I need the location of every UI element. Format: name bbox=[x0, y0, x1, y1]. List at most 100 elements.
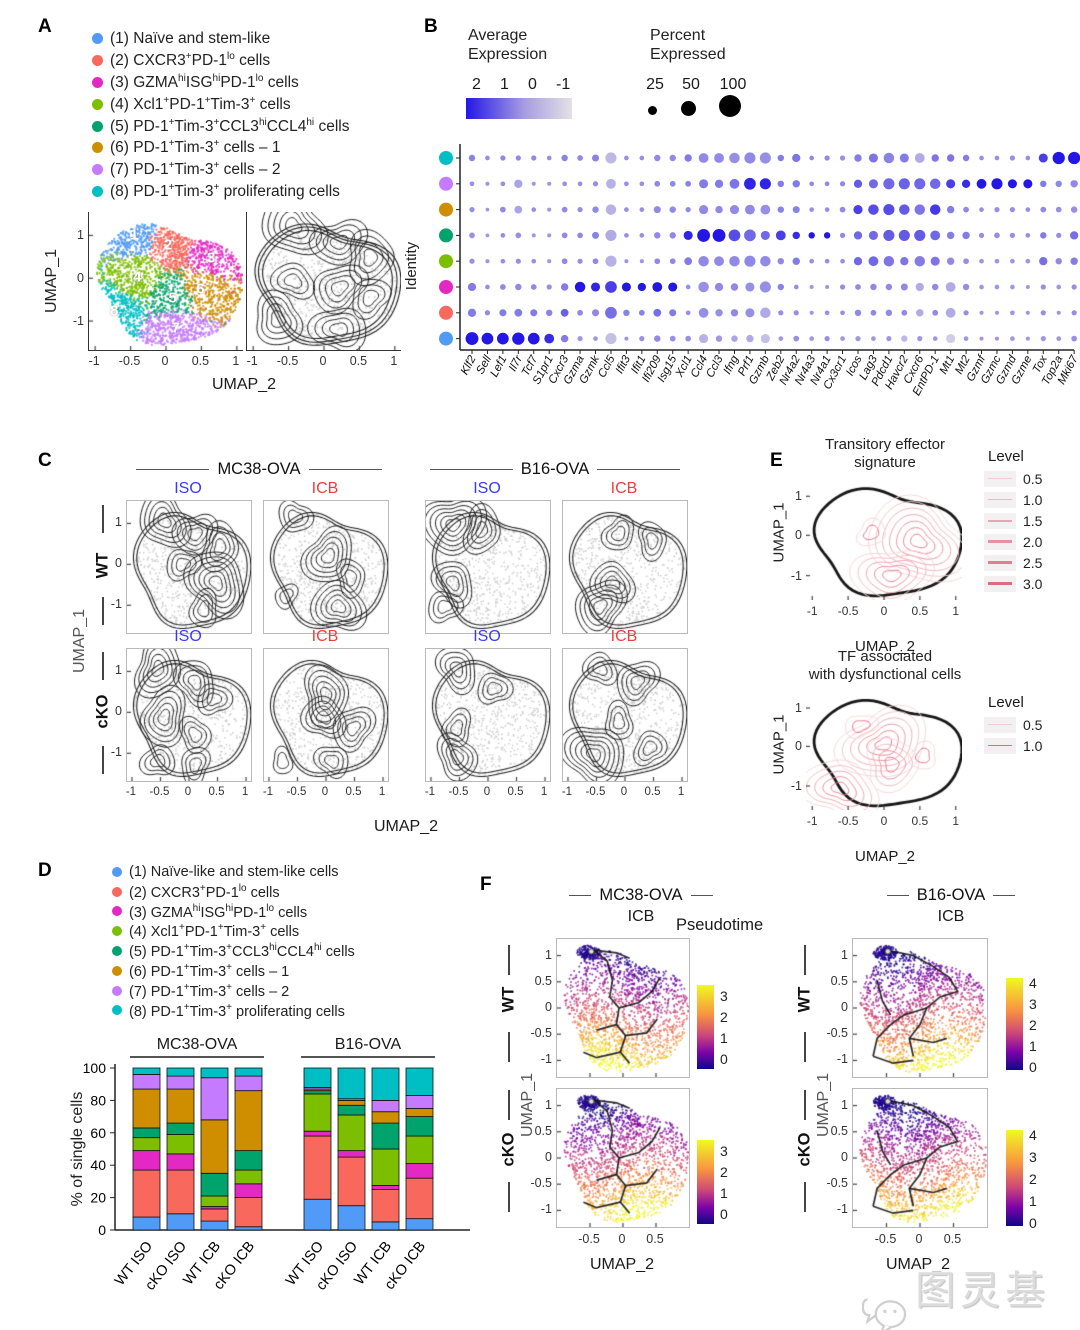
y-tick-label: -0.5 bbox=[530, 1176, 552, 1191]
y-tick-label: 0.5 bbox=[534, 1123, 552, 1138]
colorbar-tick: 1 bbox=[1029, 1193, 1037, 1210]
c-x-axis-label: UMAP_2 bbox=[373, 818, 439, 835]
cluster-number: 4 bbox=[133, 268, 142, 286]
legend-item: (8) PD-1+Tim-3+ proliferating cells bbox=[112, 1001, 355, 1021]
panel-a-label: A bbox=[38, 16, 52, 37]
x-tick-label: 1 bbox=[378, 786, 386, 798]
x-tick-label: -0.5 bbox=[585, 786, 606, 798]
identity-dot bbox=[439, 176, 453, 191]
colorbar-tick: 4 bbox=[1029, 974, 1037, 991]
e2-y-label: UMAP_1 bbox=[770, 714, 788, 775]
panel-b-label: B bbox=[424, 16, 438, 37]
legend-item: (8) PD-1+Tim-3+ proliferating cells bbox=[92, 181, 350, 203]
condition-title: ICB bbox=[610, 480, 638, 497]
legend-item: (2) CXCR3+PD-1lo cells bbox=[112, 882, 355, 902]
x-tick-label: -1 bbox=[806, 604, 818, 618]
expression-colorbar bbox=[466, 98, 572, 119]
legend-item-label: (6) PD-1+Tim-3+ cells – 1 bbox=[110, 138, 281, 157]
y-tick-label: -1 bbox=[540, 1052, 552, 1067]
legend-color-dot bbox=[92, 142, 103, 154]
condition-title: ICB bbox=[610, 628, 638, 645]
y-tick-label: 0 bbox=[841, 1150, 848, 1164]
identity-dot bbox=[439, 228, 453, 243]
legend-color-dot bbox=[112, 926, 122, 937]
pseudotime-label: Pseudotime bbox=[676, 916, 764, 934]
colorbar-tick: 0 bbox=[720, 1051, 728, 1068]
panel-d-label: D bbox=[38, 860, 52, 881]
x-tick-label: -1 bbox=[125, 786, 137, 798]
legend-item-label: (7) PD-1+Tim-3+ cells – 2 bbox=[129, 981, 290, 1000]
row-label-line bbox=[804, 1090, 806, 1120]
percent-dot-label: 50 bbox=[682, 76, 700, 93]
colorbar-tick: 1 bbox=[720, 1030, 728, 1047]
level-legend-entry: 0.5 bbox=[984, 468, 1042, 489]
colorbar-tick: 2 bbox=[1029, 1017, 1037, 1033]
f-group-b16: B16-OVA bbox=[866, 886, 1036, 905]
a-x-axis-label: UMAP_2 bbox=[211, 376, 277, 393]
contour-plot bbox=[263, 500, 389, 634]
x-tick-label: 0.5 bbox=[911, 814, 929, 828]
f-group-mc38: MC38-OVA bbox=[556, 886, 726, 905]
colorbar-tick: 1 bbox=[720, 1185, 728, 1202]
e-transitory-plot bbox=[806, 478, 962, 600]
condition-title: ISO bbox=[473, 628, 501, 645]
x-tick-label: 0 bbox=[880, 814, 888, 828]
colorbar-tick: 0 bbox=[720, 1206, 728, 1223]
panel-e-label: E bbox=[770, 450, 783, 471]
colorbar-tick: 1 bbox=[1029, 1038, 1037, 1055]
gene-label: Klf2 bbox=[459, 353, 479, 377]
avg-expr-tick: 0 bbox=[528, 76, 537, 93]
colorbar-tick: 4 bbox=[1029, 1126, 1037, 1143]
row-label-line bbox=[804, 1182, 806, 1212]
e1-y-label: UMAP_1 bbox=[770, 502, 788, 563]
condition-title: ICB bbox=[311, 628, 339, 645]
y-tick-label: 0.5 bbox=[830, 973, 848, 988]
f2-umap2-label: UMAP_2 bbox=[885, 1256, 951, 1273]
d-underline-1 bbox=[130, 1056, 264, 1058]
legend-item-label: (6) PD-1+Tim-3+ cells – 1 bbox=[129, 961, 290, 980]
legend-item-label: (5) PD-1+Tim-3+CCL3hiCCL4hi cells bbox=[129, 942, 355, 960]
x-tick-label: -0.5 bbox=[874, 1232, 897, 1246]
x-tick-label: 0.5 bbox=[349, 354, 368, 368]
level-legend-entry: 2.5 bbox=[984, 552, 1042, 573]
cluster-number: 8 bbox=[110, 302, 119, 320]
colorbar-tick: 3 bbox=[1029, 1148, 1037, 1165]
pseudotime-colorbar bbox=[697, 985, 714, 1069]
y-tick-label: 0 bbox=[841, 1000, 848, 1014]
x-tick-label: 0 bbox=[161, 354, 169, 368]
percent-dot bbox=[719, 95, 741, 117]
row-label-line bbox=[804, 1032, 806, 1062]
x-tick-label: -0.5 bbox=[837, 604, 859, 618]
e-title-transitory: Transitory effector signature bbox=[824, 436, 946, 471]
gene-label: Lef1 bbox=[488, 354, 509, 379]
colorbar-tick: 2 bbox=[1029, 1171, 1037, 1187]
legend-item: (3) GZMAhiISGhiPD-1lo cells bbox=[112, 902, 355, 922]
y-tick-label: 1 bbox=[77, 228, 84, 243]
f-sub-icb-1: ICB bbox=[627, 908, 655, 925]
y-tick-label: -1 bbox=[836, 1052, 848, 1067]
row-label-line bbox=[102, 746, 104, 774]
y-tick-label: 1 bbox=[795, 701, 802, 715]
legend-color-dot bbox=[92, 55, 103, 67]
colorbar-tick: 3 bbox=[720, 1143, 728, 1160]
y-tick-label: -1 bbox=[836, 1202, 848, 1217]
d-group-mc38: MC38-OVA bbox=[156, 1036, 238, 1053]
percent-dot-label: 100 bbox=[719, 76, 747, 93]
pct-expressed-title: Percent Expressed bbox=[650, 27, 726, 63]
y-tick-label: -1 bbox=[540, 1202, 552, 1217]
percent-dot bbox=[680, 100, 696, 116]
y-tick-label: 0 bbox=[795, 739, 802, 754]
pseudotime-colorbar bbox=[1006, 1130, 1023, 1226]
y-tick-label: -1 bbox=[110, 597, 122, 612]
colorbar-tick: 3 bbox=[720, 988, 728, 1005]
legend-color-dot bbox=[92, 33, 103, 45]
x-tick-label: 0 bbox=[483, 786, 491, 798]
panel-c-label: C bbox=[38, 450, 52, 471]
x-tick-label: 0.5 bbox=[507, 786, 524, 798]
y-tick-label: -0.5 bbox=[826, 1176, 848, 1191]
y-tick-label: -1 bbox=[790, 779, 802, 793]
level-legend-entry: 1.0 bbox=[984, 489, 1042, 510]
level-legend-entry: 1.0 bbox=[984, 735, 1042, 756]
cluster-number: 3 bbox=[207, 249, 216, 267]
legend-color-dot bbox=[112, 906, 122, 917]
